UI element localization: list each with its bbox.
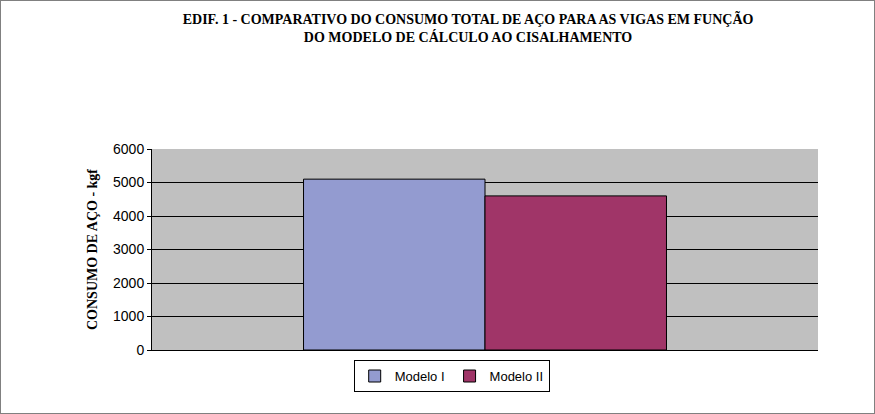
svg-text:5000: 5000 (113, 174, 144, 190)
svg-text:Modelo II: Modelo II (490, 369, 543, 384)
svg-text:3000: 3000 (113, 241, 144, 257)
svg-text:EDIF. 1 - COMPARATIVO DO CONSU: EDIF. 1 - COMPARATIVO DO CONSUMO TOTAL D… (183, 10, 754, 45)
svg-text:4000: 4000 (113, 208, 144, 224)
svg-text:CONSUMO DE AÇO - kgf: CONSUMO DE AÇO - kgf (85, 169, 100, 330)
svg-text:Modelo I: Modelo I (395, 369, 445, 384)
svg-text:2000: 2000 (113, 275, 144, 291)
svg-text:0: 0 (136, 342, 144, 358)
svg-text:1000: 1000 (113, 308, 144, 324)
svg-text:6000: 6000 (113, 141, 144, 157)
